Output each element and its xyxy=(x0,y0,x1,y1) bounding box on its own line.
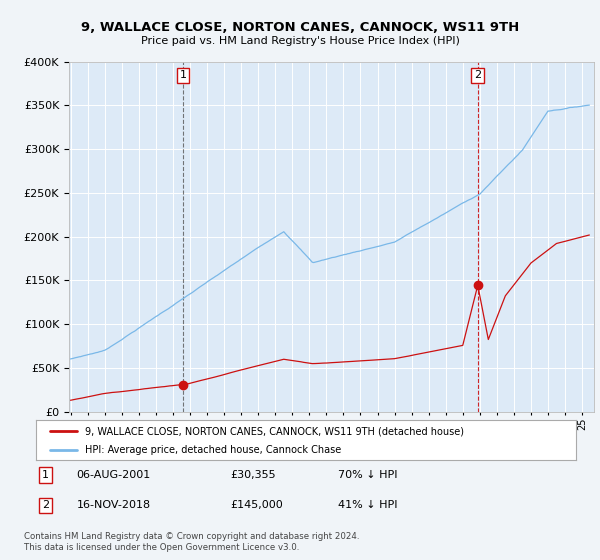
Text: 06-AUG-2001: 06-AUG-2001 xyxy=(77,470,151,480)
Text: £30,355: £30,355 xyxy=(230,470,276,480)
Text: HPI: Average price, detached house, Cannock Chase: HPI: Average price, detached house, Cann… xyxy=(85,445,341,455)
Text: 1: 1 xyxy=(42,470,49,480)
Text: 2: 2 xyxy=(42,501,49,511)
Text: 41% ↓ HPI: 41% ↓ HPI xyxy=(338,501,398,511)
Text: Price paid vs. HM Land Registry's House Price Index (HPI): Price paid vs. HM Land Registry's House … xyxy=(140,36,460,46)
Text: £145,000: £145,000 xyxy=(230,501,283,511)
Text: Contains HM Land Registry data © Crown copyright and database right 2024.: Contains HM Land Registry data © Crown c… xyxy=(24,532,359,541)
Text: 9, WALLACE CLOSE, NORTON CANES, CANNOCK, WS11 9TH: 9, WALLACE CLOSE, NORTON CANES, CANNOCK,… xyxy=(81,21,519,34)
Text: 2: 2 xyxy=(474,71,481,80)
Text: 16-NOV-2018: 16-NOV-2018 xyxy=(77,501,151,511)
Text: 9, WALLACE CLOSE, NORTON CANES, CANNOCK, WS11 9TH (detached house): 9, WALLACE CLOSE, NORTON CANES, CANNOCK,… xyxy=(85,426,464,436)
Text: This data is licensed under the Open Government Licence v3.0.: This data is licensed under the Open Gov… xyxy=(24,543,299,552)
Text: 70% ↓ HPI: 70% ↓ HPI xyxy=(338,470,398,480)
Text: 1: 1 xyxy=(179,71,187,80)
